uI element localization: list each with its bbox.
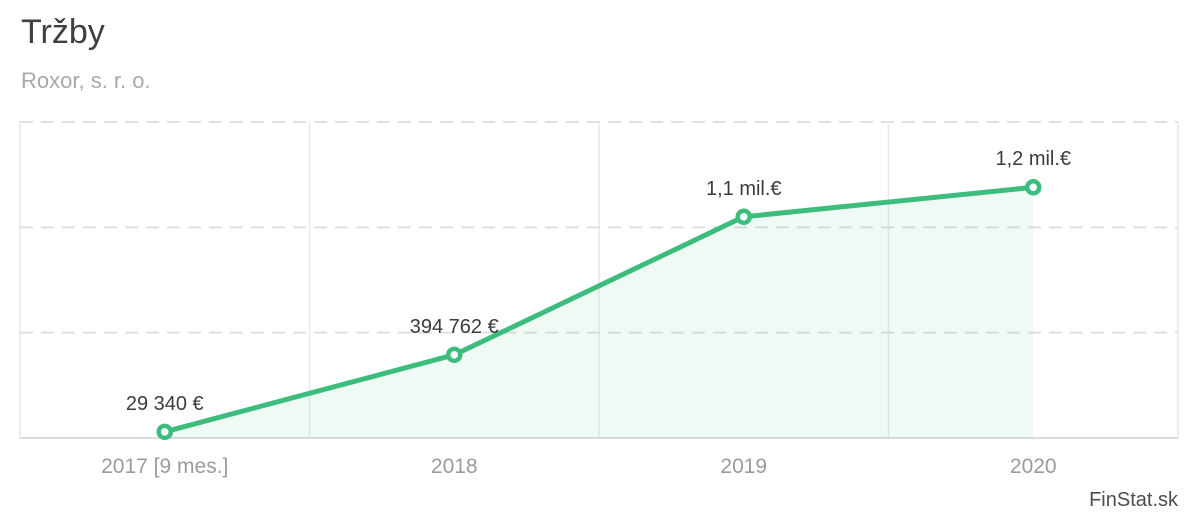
page-title: Tržby: [21, 13, 105, 51]
company-name: Roxor, s. r. o.: [21, 68, 151, 93]
data-point-marker[interactable]: [735, 208, 752, 226]
x-tick-label: 2017 [9 mes.]: [101, 455, 229, 478]
x-tick-label: 2020: [1009, 455, 1057, 478]
data-point-label: 1,2 mil.€: [995, 148, 1072, 171]
data-point-marker[interactable]: [1025, 179, 1042, 196]
series-line: [162, 184, 1036, 435]
finstat-watermark-link[interactable]: FinStat.sk: [1089, 489, 1178, 511]
data-point-label: 29 340 €: [125, 392, 204, 415]
data-point-marker[interactable]: [156, 423, 173, 441]
x-tick-label: 2018: [430, 455, 478, 478]
data-point-label: 394 762 €: [409, 315, 499, 338]
data-point-label: 1,1 mil.€: [705, 177, 782, 200]
x-tick-label: 2019: [720, 455, 768, 478]
data-point-marker[interactable]: [446, 346, 463, 364]
